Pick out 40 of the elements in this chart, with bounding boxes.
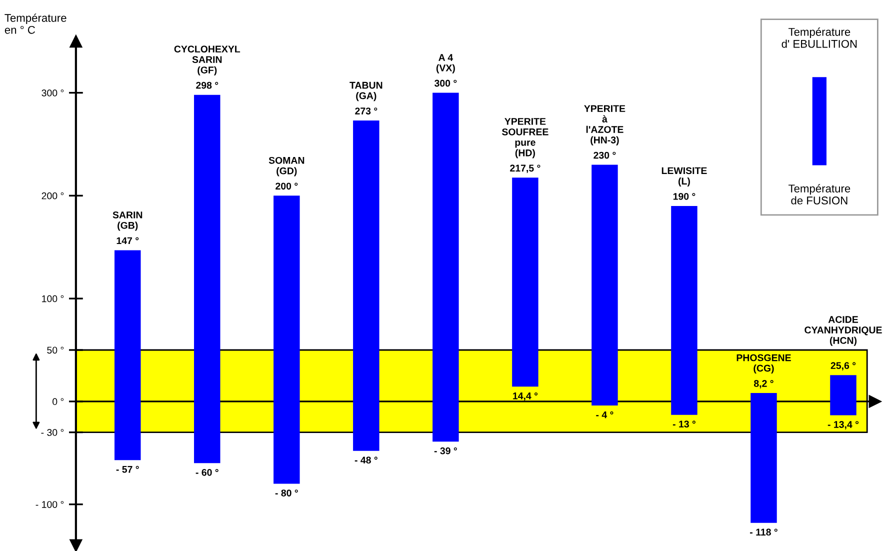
annotation: 25,6 ° xyxy=(830,362,856,370)
x-tick-label: SARIN (GB) xyxy=(112,211,142,231)
annotation: 8,2 ° xyxy=(754,380,774,388)
annotation: - 57 ° xyxy=(116,466,139,473)
y-axis-title: Température en ° C xyxy=(4,14,66,34)
y-tick-label: - 100 ° xyxy=(36,501,64,508)
annotation: - 60 ° xyxy=(196,468,218,476)
annotation: 14,4 ° xyxy=(513,392,538,401)
annotation: 190 ° xyxy=(673,192,696,200)
annotation: Température de FUSION xyxy=(788,184,850,204)
y-tick-label: 100 ° xyxy=(42,295,64,302)
annotation: 217,5 ° xyxy=(510,164,540,173)
annotation: - 4 ° xyxy=(596,411,614,418)
annotation: - 48 ° xyxy=(354,456,378,464)
annotation: 147 ° xyxy=(116,237,139,244)
y-tick-label: 50 ° xyxy=(47,346,64,354)
annotation: - 80 ° xyxy=(275,490,298,496)
annotation: - 13,4 ° xyxy=(828,421,859,430)
annotation: 300 ° xyxy=(434,80,457,87)
annotation: 273 ° xyxy=(355,108,378,114)
x-tick-label: ACIDE CYANHYDRIQUE (HCN) xyxy=(804,316,882,346)
x-tick-label: SOMAN (GD) xyxy=(268,156,304,176)
x-tick-label: PHOSGENE (CG) xyxy=(736,354,791,374)
y-tick-label: - 30 ° xyxy=(41,429,64,436)
x-tick-label: TABUN (GA) xyxy=(350,82,382,102)
x-tick-label: CYCLOHEXYL SARIN (GF) xyxy=(174,46,240,76)
x-tick-label: YPERITE SOUFREE pure (HD) xyxy=(502,118,548,158)
y-tick-label: 300 ° xyxy=(42,90,64,96)
annotation: 230 ° xyxy=(594,152,616,159)
x-tick-label: A 4 (VX) xyxy=(436,54,455,74)
y-tick-label: 200 ° xyxy=(42,192,64,200)
annotation: - 13 ° xyxy=(672,420,696,428)
y-tick-label: 0 ° xyxy=(52,398,64,406)
annotation: - 39 ° xyxy=(434,447,457,454)
annotation: 298 ° xyxy=(196,82,218,89)
annotation: Température d' EBULLITION xyxy=(782,28,857,48)
x-tick-label: LEWISITE (L) xyxy=(662,167,707,187)
x-tick-label: YPERITE à l'AZOTE (HN-3) xyxy=(584,105,626,146)
annotation: 200 ° xyxy=(276,182,298,190)
annotation: - 118 ° xyxy=(750,528,778,536)
